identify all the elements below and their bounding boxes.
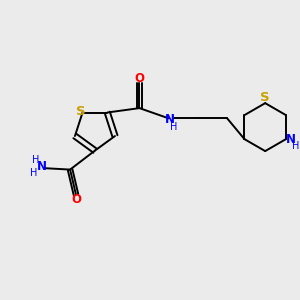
Text: H: H xyxy=(32,155,39,165)
Text: S: S xyxy=(260,92,270,104)
Text: H: H xyxy=(292,141,300,152)
Text: O: O xyxy=(71,193,82,206)
Text: S: S xyxy=(76,104,86,118)
Text: N: N xyxy=(37,160,47,173)
Text: H: H xyxy=(30,168,37,178)
Text: H: H xyxy=(170,122,178,132)
Text: N: N xyxy=(286,133,296,146)
Text: N: N xyxy=(165,113,175,126)
Text: O: O xyxy=(134,71,145,85)
